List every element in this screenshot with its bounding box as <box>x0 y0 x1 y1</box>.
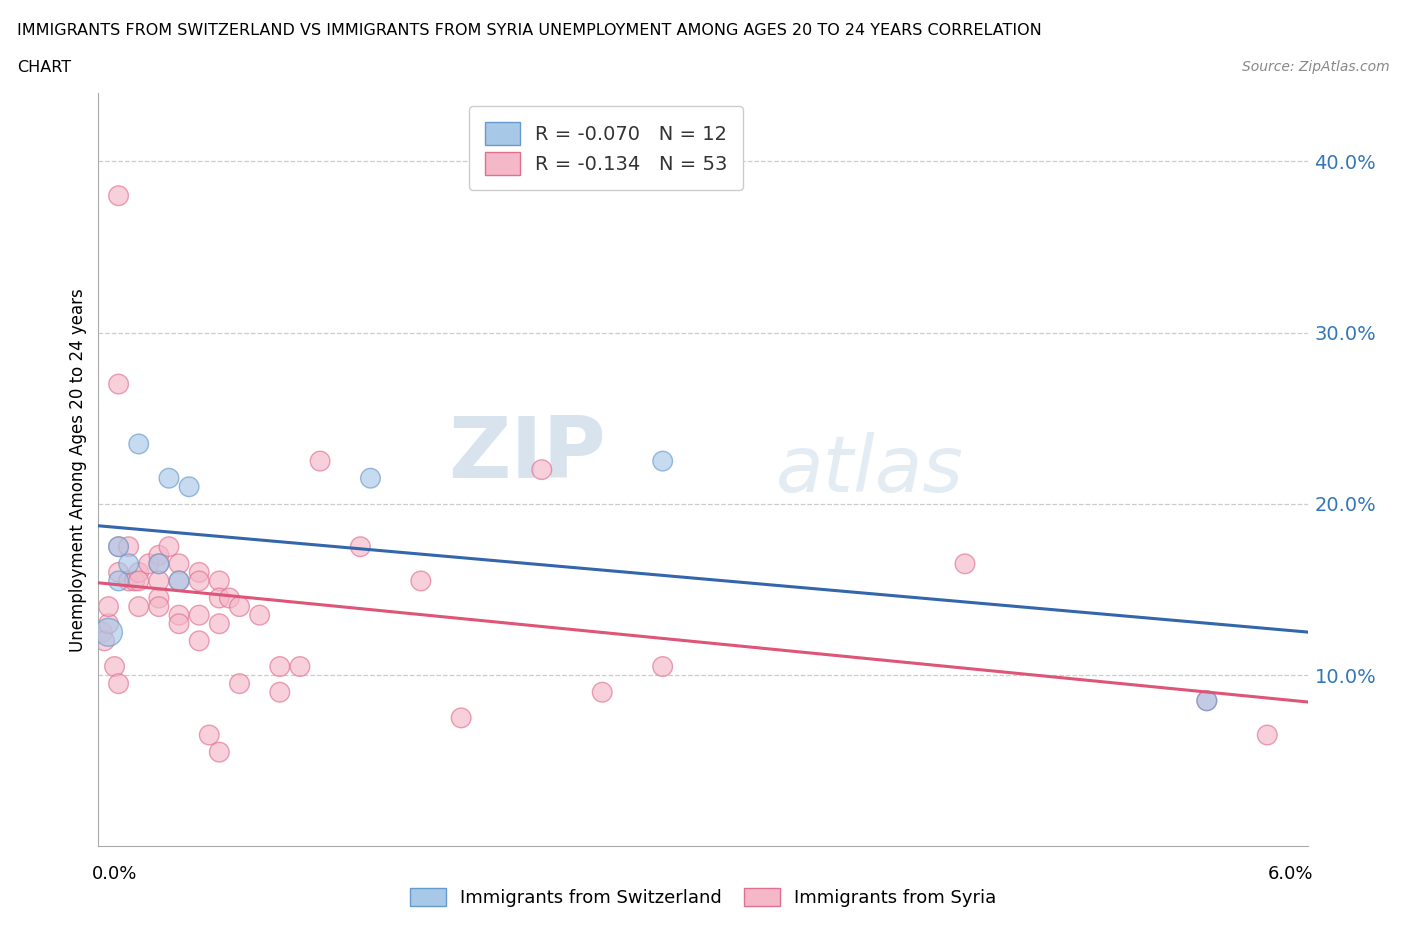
Y-axis label: Unemployment Among Ages 20 to 24 years: Unemployment Among Ages 20 to 24 years <box>69 287 87 652</box>
Point <box>1195 694 1218 709</box>
Point <box>97 625 120 640</box>
Point <box>107 574 129 589</box>
Point <box>360 471 382 485</box>
Text: CHART: CHART <box>17 60 70 75</box>
Point <box>1256 727 1278 742</box>
Point <box>269 684 291 699</box>
Point <box>167 574 190 589</box>
Point <box>148 556 170 571</box>
Text: ZIP: ZIP <box>449 413 606 496</box>
Point <box>107 539 129 554</box>
Point <box>349 539 371 554</box>
Point <box>157 471 180 485</box>
Text: Source: ZipAtlas.com: Source: ZipAtlas.com <box>1241 60 1389 74</box>
Point <box>450 711 472 725</box>
Point <box>179 479 201 494</box>
Point <box>103 659 125 674</box>
Point <box>167 556 190 571</box>
Point <box>208 574 231 589</box>
Point <box>97 617 120 631</box>
Point <box>591 684 613 699</box>
Point <box>188 574 211 589</box>
Point <box>148 556 170 571</box>
Point <box>118 556 141 571</box>
Point <box>208 745 231 760</box>
Point <box>138 556 160 571</box>
Point <box>249 607 271 622</box>
Point <box>218 591 240 605</box>
Point <box>107 565 129 579</box>
Point <box>288 659 311 674</box>
Point <box>228 599 250 614</box>
Point <box>409 574 432 589</box>
Text: 6.0%: 6.0% <box>1268 865 1313 884</box>
Text: atlas: atlas <box>776 432 963 508</box>
Point <box>167 574 190 589</box>
Point <box>157 539 180 554</box>
Point <box>107 188 129 203</box>
Point <box>188 633 211 648</box>
Point <box>651 659 673 674</box>
Point <box>651 454 673 469</box>
Point <box>309 454 332 469</box>
Point <box>188 607 211 622</box>
Point <box>953 556 976 571</box>
Point <box>167 607 190 622</box>
Point <box>269 659 291 674</box>
Point <box>1195 694 1218 709</box>
Point <box>128 436 150 451</box>
Point <box>208 591 231 605</box>
Point <box>91 625 114 640</box>
Point <box>107 539 129 554</box>
Point <box>228 676 250 691</box>
Point <box>107 377 129 392</box>
Point <box>148 548 170 563</box>
Point <box>128 599 150 614</box>
Legend: Immigrants from Switzerland, Immigrants from Syria: Immigrants from Switzerland, Immigrants … <box>401 879 1005 916</box>
Legend: R = -0.070   N = 12, R = -0.134   N = 53: R = -0.070 N = 12, R = -0.134 N = 53 <box>470 107 744 191</box>
Point <box>148 591 170 605</box>
Point <box>118 539 141 554</box>
Point <box>107 676 129 691</box>
Text: 0.0%: 0.0% <box>93 865 138 884</box>
Point <box>148 599 170 614</box>
Point <box>97 599 120 614</box>
Text: IMMIGRANTS FROM SWITZERLAND VS IMMIGRANTS FROM SYRIA UNEMPLOYMENT AMONG AGES 20 : IMMIGRANTS FROM SWITZERLAND VS IMMIGRANT… <box>17 23 1042 38</box>
Point <box>530 462 553 477</box>
Point <box>198 727 221 742</box>
Point <box>188 565 211 579</box>
Point <box>128 565 150 579</box>
Point <box>148 574 170 589</box>
Point <box>128 574 150 589</box>
Point <box>93 633 115 648</box>
Point <box>208 617 231 631</box>
Point <box>124 574 146 589</box>
Point <box>118 574 141 589</box>
Point <box>167 617 190 631</box>
